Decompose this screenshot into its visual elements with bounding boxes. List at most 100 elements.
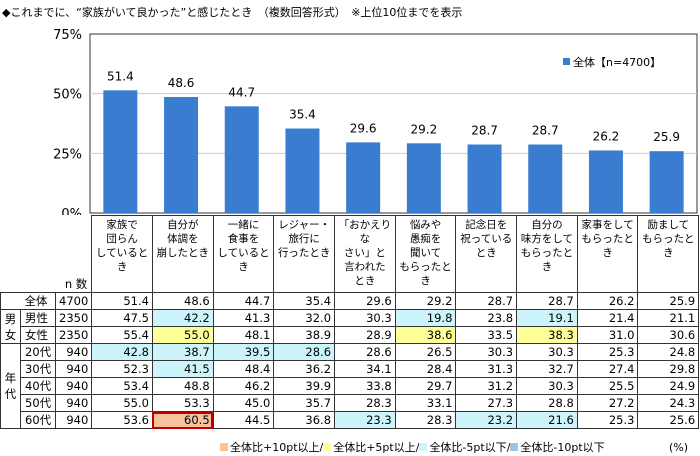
row-label: 30代 <box>20 360 56 378</box>
data-cell: 28.6 <box>273 343 336 361</box>
data-cell: 30.3 <box>516 377 578 395</box>
data-cell: 32.7 <box>516 360 578 378</box>
table-header-row: n 数家族で 団らん しているとき 自分が 体調を 崩したとき 一緒に 食事を して… <box>1 215 700 293</box>
data-cell: 52.3 <box>91 360 153 378</box>
data-cell: 21.6 <box>516 411 578 429</box>
row-label: 50代 <box>20 394 56 412</box>
data-cell: 32.0 <box>273 309 336 327</box>
bar <box>346 142 381 213</box>
legend-item: 全体比+5pt以上/ <box>323 441 419 454</box>
data-cell: 36.2 <box>273 360 336 378</box>
bar <box>649 151 684 213</box>
category-header: 自分の 味方をして もらったとき <box>516 215 578 293</box>
data-cell: 26.2 <box>576 292 639 310</box>
data-cell: 21.4 <box>576 309 639 327</box>
data-cell: 25.6 <box>637 411 700 429</box>
data-cell: 36.8 <box>273 411 336 429</box>
data-cell: 19.8 <box>394 309 457 327</box>
data-cell: 42.8 <box>91 343 153 361</box>
category-header: 自分が 体調を 崩したとき <box>151 215 214 293</box>
data-cell: 25.9 <box>637 292 700 310</box>
legend-label: 全体【n=4700】 <box>573 55 661 69</box>
data-cell: 23.2 <box>455 411 518 429</box>
data-cell: 33.5 <box>455 326 518 344</box>
data-cell: 33.8 <box>334 377 396 395</box>
table-row: 60代 940 53.6 60.5 44.5 36.8 23.3 28.3 23.2 21.6 25… <box>1 411 700 429</box>
data-cell: 30.3 <box>334 309 396 327</box>
data-cell: 28.9 <box>334 326 396 344</box>
row-label: 40代 <box>20 377 56 395</box>
data-cell: 53.6 <box>91 411 153 429</box>
legend-swatch <box>419 443 428 451</box>
data-cell: 48.1 <box>212 326 275 344</box>
bar <box>406 143 441 213</box>
row-n: 940 <box>54 377 93 395</box>
bar-value-label: 35.4 <box>289 108 316 122</box>
category-header: 一緒に 食事を しているとき <box>212 215 275 293</box>
y-tick-label: 0% <box>61 207 82 215</box>
data-cell: 25.3 <box>576 411 639 429</box>
data-cell: 21.1 <box>637 309 700 327</box>
data-cell: 28.7 <box>455 292 518 310</box>
bar <box>285 128 320 213</box>
table-row: 女性 2350 55.4 55.0 48.1 38.9 28.9 38.6 33.5 38.3 31… <box>1 326 700 344</box>
data-cell: 35.4 <box>273 292 336 310</box>
bar-value-label: 29.6 <box>350 121 377 135</box>
y-tick-label: 50% <box>53 88 82 103</box>
bar-value-label: 25.9 <box>653 130 680 144</box>
bar-value-label: 48.6 <box>168 76 195 90</box>
group-label: 年 代 <box>0 343 21 429</box>
legend-item: 全体比-5pt以下/ <box>419 441 510 454</box>
chart-title: ◆これまでに、“家族がいて良かった”と感じたとき （複数回答形式） ※上位10位… <box>2 6 463 19</box>
data-cell: 60.5 <box>151 411 214 429</box>
data-cell: 51.4 <box>91 292 153 310</box>
data-cell: 46.2 <box>212 377 275 395</box>
legend-text: 全体比-10pt以下 <box>520 441 605 454</box>
table-row: 40代 940 53.4 48.8 46.2 39.9 33.8 29.7 31.2 30.3 25… <box>1 377 700 395</box>
data-cell: 24.9 <box>637 377 700 395</box>
data-cell: 33.1 <box>394 394 457 412</box>
bar <box>224 106 259 213</box>
legend-text: 全体比+10pt以上/ <box>230 441 324 454</box>
row-n: 2350 <box>54 326 93 344</box>
bar <box>164 97 199 213</box>
data-cell: 38.9 <box>273 326 336 344</box>
data-cell: 28.8 <box>516 394 578 412</box>
data-cell: 31.0 <box>576 326 639 344</box>
unit-label: (%) <box>668 441 688 454</box>
highlight-legend: 全体比+10pt以上/全体比+5pt以上/全体比-5pt以下/全体比-10pt以… <box>220 441 605 455</box>
table-row: 全体 4700 51.4 48.6 44.7 35.4 29.6 29.2 28.7 28.7 26… <box>0 292 700 310</box>
data-cell: 29.8 <box>637 360 700 378</box>
data-cell: 53.4 <box>91 377 153 395</box>
data-cell: 23.8 <box>455 309 518 327</box>
data-cell: 55.0 <box>151 326 214 344</box>
data-cell: 39.9 <box>273 377 336 395</box>
data-cell: 27.2 <box>576 394 639 412</box>
data-cell: 28.3 <box>394 411 457 429</box>
data-cell: 35.7 <box>273 394 336 412</box>
data-cell: 45.0 <box>212 394 275 412</box>
category-header: レジャー・ 旅行に 行ったとき <box>273 215 336 293</box>
data-cell: 28.7 <box>516 292 578 310</box>
legend-swatch <box>220 443 228 451</box>
data-cell: 44.5 <box>212 411 275 429</box>
row-label: 男性 <box>20 309 56 327</box>
data-cell: 29.2 <box>394 292 457 310</box>
data-cell: 55.0 <box>91 394 153 412</box>
data-cell: 38.6 <box>394 326 457 344</box>
data-cell: 28.4 <box>394 360 457 378</box>
table-row: 50代 940 55.0 53.3 45.0 35.7 28.3 33.1 27.3 28.8 27… <box>1 394 700 412</box>
data-cell: 34.1 <box>334 360 396 378</box>
data-cell: 31.2 <box>455 377 518 395</box>
bar-value-label: 51.4 <box>107 69 134 83</box>
data-cell: 31.3 <box>455 360 518 378</box>
data-cell: 48.6 <box>151 292 214 310</box>
group-label: 男 女 <box>0 309 21 344</box>
data-cell: 28.6 <box>334 343 396 361</box>
data-cell: 23.3 <box>334 411 396 429</box>
data-cell: 38.7 <box>151 343 214 361</box>
y-tick-label: 25% <box>53 147 82 162</box>
data-cell: 25.5 <box>576 377 639 395</box>
data-cell: 30.6 <box>637 326 700 344</box>
bar <box>467 144 502 213</box>
